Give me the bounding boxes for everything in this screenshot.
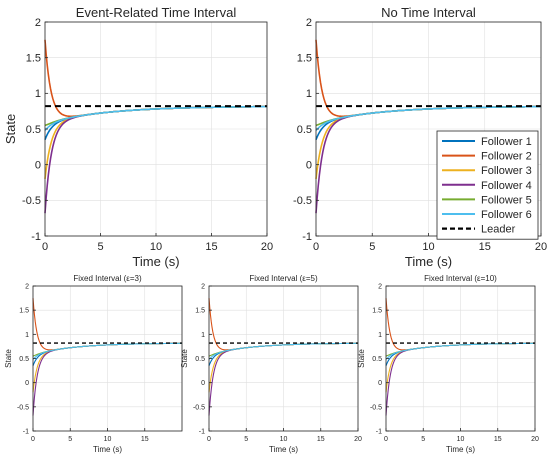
- legend-entry-label: Follower 5: [481, 194, 532, 206]
- y-tick-label: -0.5: [17, 404, 29, 411]
- legend-entry-label: Follower 2: [481, 151, 532, 163]
- y-tick-label: 1: [306, 88, 312, 100]
- x-tick-label: 5: [421, 436, 425, 443]
- y-tick-label: 0.5: [26, 124, 41, 136]
- y-tick-label: 0: [35, 160, 41, 172]
- x-tick-label: 5: [369, 241, 375, 253]
- x-tick-label: 5: [97, 241, 103, 253]
- y-tick-label: 1.5: [297, 53, 312, 65]
- x-axis-label: Time (s): [446, 445, 475, 454]
- series-line-follower-6: [315, 105, 542, 131]
- x-axis-label: Time (s): [132, 254, 179, 269]
- chart-panel-1: 0 5 10 15 20 -1 -0.5 0 0.5 1 1.5 2 Event-Related Tim…: [3, 5, 273, 269]
- y-tick-label: 1: [25, 332, 29, 339]
- x-tick-label: 0: [31, 436, 35, 443]
- x-tick-label: 10: [457, 436, 465, 443]
- legend-entry-label: Follower 3: [481, 165, 532, 177]
- x-tick-label: 0: [313, 241, 319, 253]
- y-tick-label: -1: [376, 428, 382, 435]
- x-tick-label: 20: [261, 241, 273, 253]
- x-tick-label: 15: [205, 241, 217, 253]
- y-tick-label: 1.5: [19, 308, 29, 315]
- y-tick-label: 2: [306, 17, 312, 29]
- x-axis-label: Time (s): [269, 445, 298, 454]
- y-tick-label: -1: [31, 231, 41, 243]
- y-tick-label: 1: [201, 332, 205, 339]
- chart-title: No Time Interval: [381, 5, 476, 20]
- x-tick-label: 0: [207, 436, 211, 443]
- x-tick-label: 15: [317, 436, 325, 443]
- chart-title: Event-Related Time Interval: [76, 5, 237, 20]
- x-tick-label: 0: [42, 241, 48, 253]
- x-tick-label: 10: [104, 436, 112, 443]
- x-tick-label: 5: [68, 436, 72, 443]
- y-axis-label: State: [180, 349, 189, 368]
- y-tick-label: 1: [378, 332, 382, 339]
- x-tick-label: 10: [280, 436, 288, 443]
- chart-panel-2: 0 5 10 15 20 -1 -0.5 0 0.5 1 1.5 2 No Time Interval T…: [293, 5, 547, 269]
- y-tick-label: 0.5: [297, 124, 312, 136]
- y-axis-label: State: [4, 349, 13, 368]
- x-tick-label: 15: [494, 436, 502, 443]
- x-tick-label: 15: [479, 241, 491, 253]
- y-tick-label: -0.5: [370, 404, 382, 411]
- x-axis-label: Time (s): [93, 445, 122, 454]
- legend-entry-label: Leader: [481, 224, 516, 236]
- y-axis-label: State: [3, 114, 18, 144]
- legend-entry-label: Follower 4: [481, 180, 532, 192]
- y-tick-label: 2: [378, 283, 382, 290]
- y-tick-label: -0.5: [193, 404, 205, 411]
- y-tick-label: 2: [25, 283, 29, 290]
- x-tick-label: 5: [244, 436, 248, 443]
- y-tick-label: -1: [302, 231, 312, 243]
- y-tick-label: 1.5: [26, 53, 41, 65]
- y-axis-label: State: [357, 349, 366, 368]
- chart-panel-5: 0 5 10 15 20 -1 -0.5 0 0.5 1 1.5 2 Fixed Interval (ε…: [357, 274, 539, 454]
- x-tick-label: 15: [141, 436, 149, 443]
- y-tick-label: 0.5: [372, 356, 382, 363]
- y-tick-label: 1: [35, 88, 41, 100]
- chart-title: Fixed Interval (ε=3): [73, 274, 142, 283]
- y-tick-label: 2: [35, 17, 41, 29]
- x-tick-label: 0: [384, 436, 388, 443]
- y-tick-label: 2: [201, 283, 205, 290]
- series-line-follower-6: [32, 342, 182, 360]
- y-tick-label: 0: [306, 160, 312, 172]
- y-tick-label: 0: [378, 380, 382, 387]
- x-tick-label: 10: [422, 241, 434, 253]
- series-line-follower-6: [208, 342, 358, 360]
- y-tick-label: -1: [199, 428, 205, 435]
- y-tick-label: -0.5: [293, 195, 312, 207]
- y-tick-label: 0.5: [195, 356, 205, 363]
- legend-entry-label: Follower 6: [481, 209, 532, 221]
- chart-panel-4: 0 5 10 15 20 -1 -0.5 0 0.5 1 1.5 2 Fixed Interval (ε…: [180, 274, 362, 454]
- x-tick-label: 10: [150, 241, 162, 253]
- y-tick-label: 0: [201, 380, 205, 387]
- y-tick-label: 1.5: [372, 308, 382, 315]
- y-tick-label: 1.5: [195, 308, 205, 315]
- chart-title: Fixed Interval (ε=5): [249, 274, 318, 283]
- y-tick-label: 0: [25, 380, 29, 387]
- y-tick-label: 0.5: [19, 356, 29, 363]
- legend-entry-label: Follower 1: [481, 136, 532, 148]
- chart-title: Fixed Interval (ε=10): [424, 274, 497, 283]
- series-line-follower-6: [385, 342, 535, 360]
- x-tick-label: 20: [354, 436, 362, 443]
- x-tick-label: 20: [531, 436, 539, 443]
- y-tick-label: -0.5: [22, 195, 41, 207]
- chart-panel-3: 0 5 10 15 -1 -0.5 0 0.5 1 1.5 2 Fixed Interval (ε=3…: [4, 274, 183, 454]
- x-tick-label: 20: [535, 241, 547, 253]
- y-tick-label: -1: [23, 428, 29, 435]
- x-axis-label: Time (s): [405, 254, 452, 269]
- legend: Follower 1 Follower 2 Follower 3 Follower 4…: [436, 130, 539, 240]
